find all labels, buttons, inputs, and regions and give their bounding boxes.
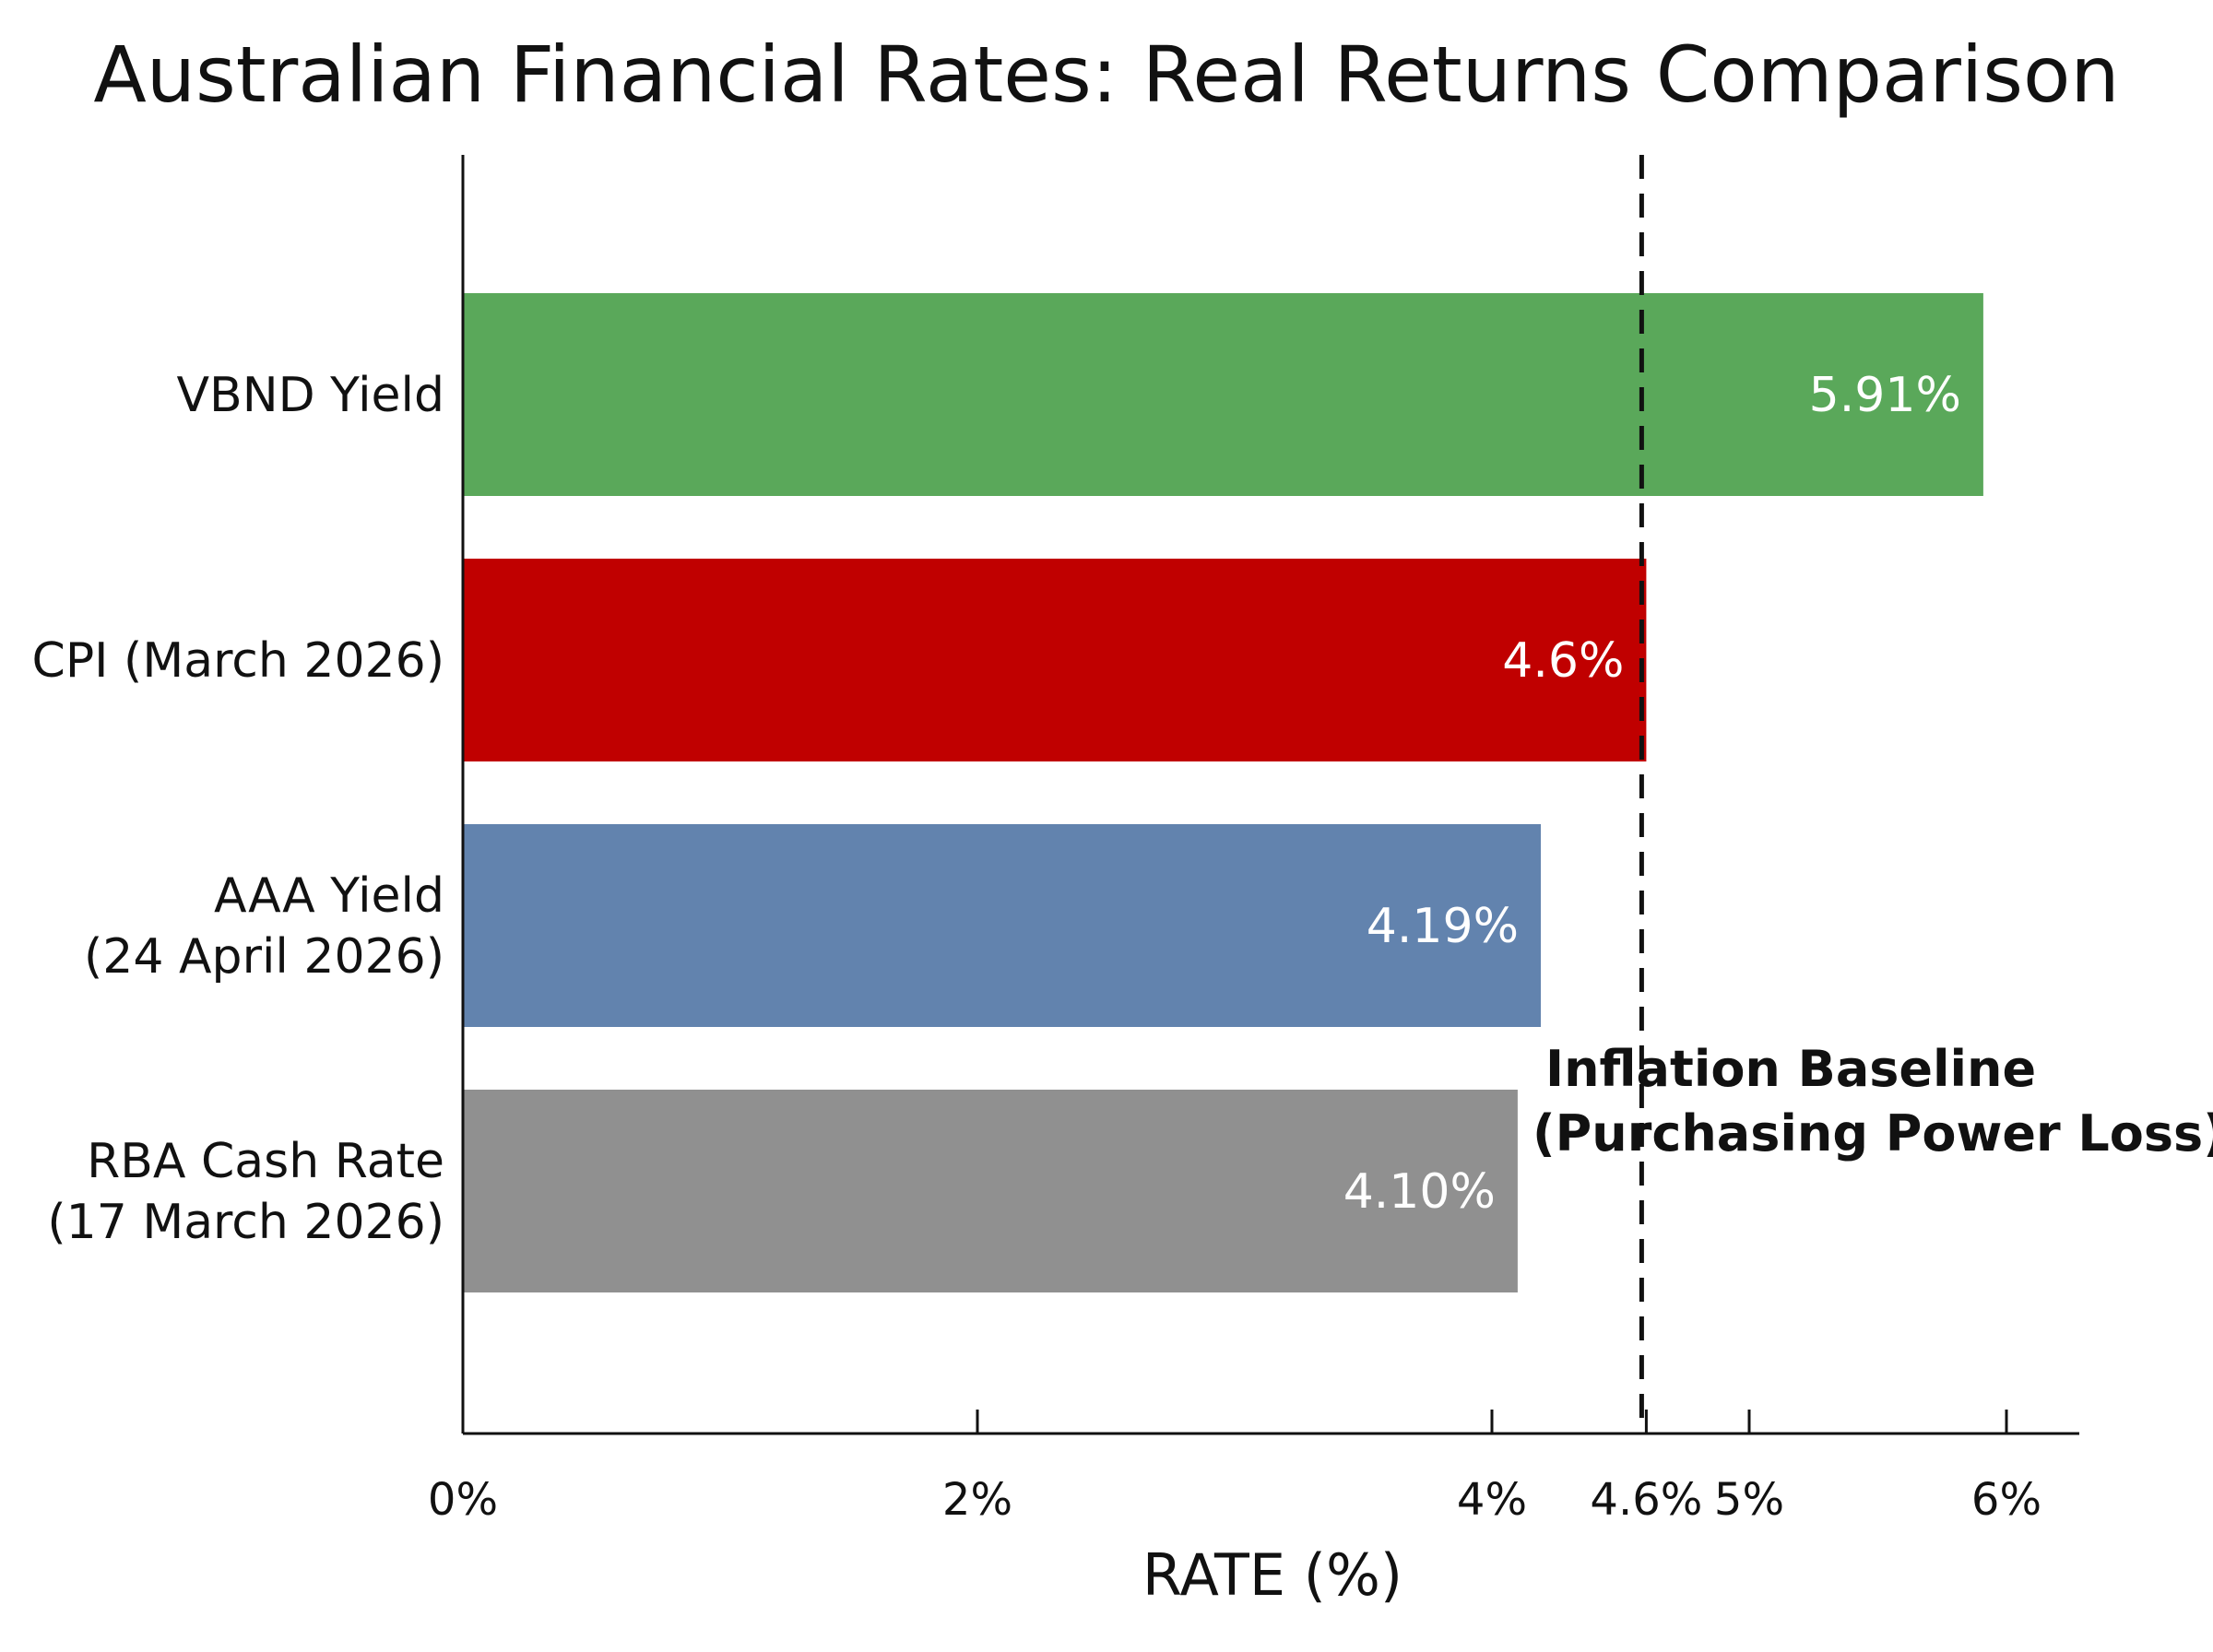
bars-layer: 5.91% 4.6% 4.19% 4.10% <box>463 293 1983 1292</box>
x-tick-label-1: 0% <box>428 1474 498 1526</box>
x-tick-label-5: 5% <box>1714 1474 1784 1526</box>
value-label-1: 5.91% <box>1809 368 1961 423</box>
value-label-2: 4.6% <box>1502 633 1624 689</box>
bar-4 <box>463 1090 1518 1292</box>
x-tick-label-3: 4% <box>1457 1474 1527 1526</box>
x-axis: 0% 2% 4% 4.6% 5% 6% <box>428 155 2079 1526</box>
inflation-baseline-annotation-line-2: (Purchasing Power Loss) <box>1533 1104 2213 1162</box>
x-tick-label-4: 4.6% <box>1590 1474 1702 1526</box>
bar-1 <box>463 293 1983 496</box>
value-label-3: 4.19% <box>1367 899 1519 954</box>
category-label-1: VBND Yield <box>176 368 444 423</box>
bar-2 <box>463 559 1647 761</box>
bar-3 <box>463 824 1542 1027</box>
category-label-4-line-2: (17 March 2026) <box>47 1195 444 1250</box>
x-tick-label-2: 2% <box>942 1474 1012 1526</box>
reference-line-group: Inflation Baseline (Purchasing Power Loss… <box>1533 155 2213 1434</box>
category-label-3-line-2: (24 April 2026) <box>84 929 444 985</box>
x-axis-title: RATE (%) <box>1142 1541 1402 1609</box>
category-labels: VBND Yield CPI (March 2026) AAA Yield(24 A… <box>32 368 444 1250</box>
category-label-4-line-1: RBA Cash Rate <box>87 1134 444 1189</box>
x-tick-label-6: 6% <box>1971 1474 2041 1526</box>
inflation-baseline-annotation-line-1: Inflation Baseline <box>1545 1040 2036 1098</box>
chart-title: Australian Financial Rates: Real Returns… <box>93 30 2119 120</box>
category-label-3-line-1: AAA Yield <box>214 868 444 924</box>
category-label-2: CPI (March 2026) <box>32 633 444 689</box>
value-label-4: 4.10% <box>1343 1164 1496 1220</box>
